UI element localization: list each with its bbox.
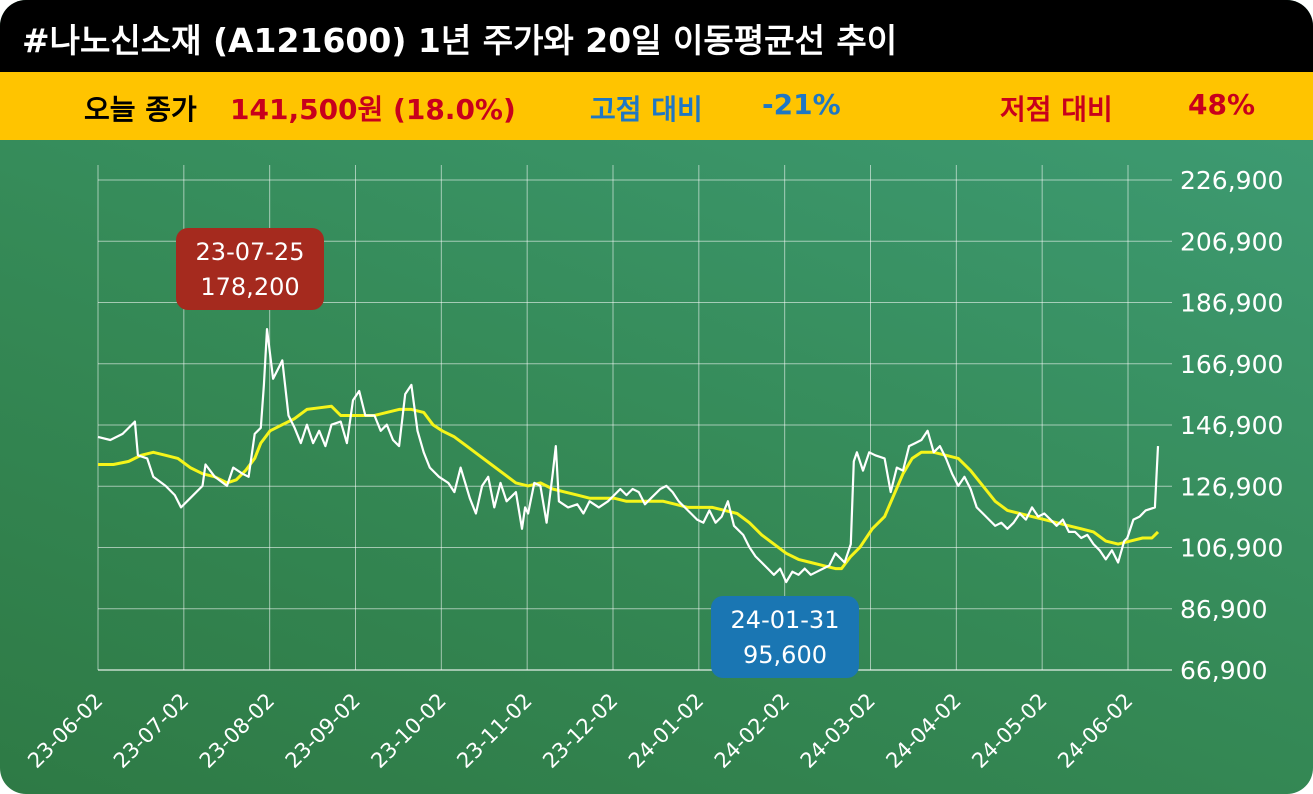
summary-bar bbox=[0, 72, 1313, 140]
y-tick-label: 166,900 bbox=[1180, 350, 1283, 379]
price-line bbox=[97, 328, 1160, 584]
x-tick-label: 23-08-02 bbox=[195, 689, 279, 773]
y-tick-label: 186,900 bbox=[1180, 289, 1283, 318]
y-tick-label: 126,900 bbox=[1180, 472, 1283, 501]
y-tick-label: 206,900 bbox=[1180, 227, 1283, 256]
x-tick-label: 24-05-02 bbox=[967, 689, 1051, 773]
low-callout-box bbox=[711, 596, 859, 678]
close-value: 141,500원 (18.0%) bbox=[230, 93, 516, 126]
ma20-line bbox=[98, 404, 1160, 571]
high-value: -21% bbox=[762, 88, 841, 121]
x-tick-label: 23-07-02 bbox=[109, 689, 193, 773]
high-callout-date: 23-07-25 bbox=[196, 238, 305, 266]
x-tick-label: 23-10-02 bbox=[366, 689, 450, 773]
low-value: 48% bbox=[1188, 88, 1256, 121]
y-tick-label: 86,900 bbox=[1180, 595, 1267, 624]
y-tick-label: 146,900 bbox=[1180, 411, 1283, 440]
title-bar bbox=[0, 0, 1313, 72]
x-tick-label: 23-06-02 bbox=[23, 689, 107, 773]
chart-title: #나노신소재 (A121600) 1년 주가와 20일 이동평균선 추이 bbox=[22, 21, 898, 60]
high-callout-price: 178,200 bbox=[200, 273, 299, 301]
y-tick-label: 106,900 bbox=[1180, 534, 1283, 563]
x-tick-label: 24-03-02 bbox=[796, 689, 880, 773]
x-tick-label: 24-02-02 bbox=[710, 689, 794, 773]
high-callout-box bbox=[176, 228, 324, 310]
low-callout-price: 95,600 bbox=[743, 641, 827, 669]
x-tick-label: 23-12-02 bbox=[538, 689, 622, 773]
y-tick-label: 226,900 bbox=[1180, 166, 1283, 195]
x-tick-label: 24-04-02 bbox=[881, 689, 965, 773]
y-tick-label: 66,900 bbox=[1180, 656, 1267, 685]
close-label: 오늘 종가 bbox=[84, 93, 197, 126]
x-tick-label: 24-06-02 bbox=[1053, 689, 1137, 773]
x-tick-label: 23-11-02 bbox=[452, 689, 536, 773]
low-callout-date: 24-01-31 bbox=[731, 606, 840, 634]
x-tick-label: 23-09-02 bbox=[281, 689, 365, 773]
x-tick-label: 24-01-02 bbox=[624, 689, 708, 773]
high-label: 고점 대비 bbox=[590, 93, 703, 126]
low-label: 저점 대비 bbox=[1000, 93, 1113, 126]
